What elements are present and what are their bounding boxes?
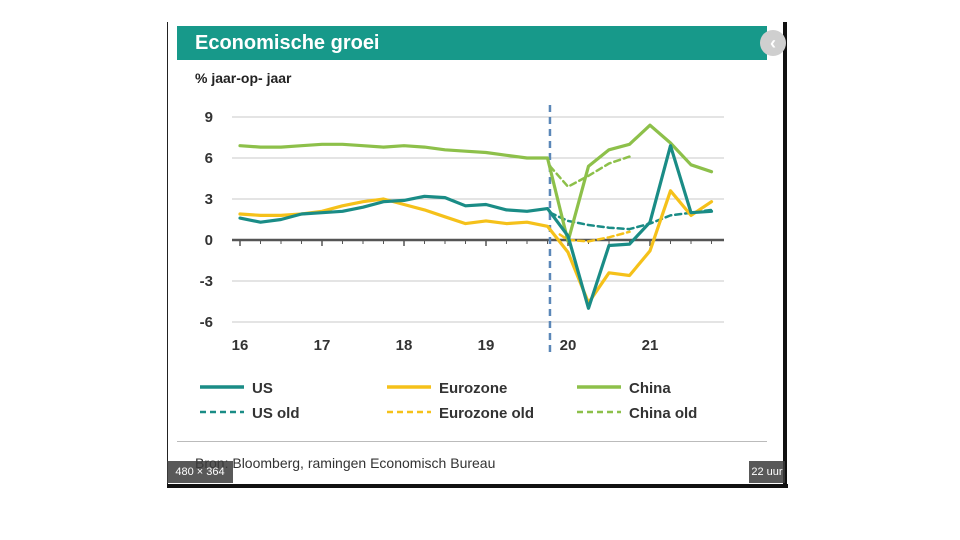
series-line-eurozone-old: [558, 230, 631, 243]
x-tick-label: 16: [232, 337, 249, 354]
legend-label-us-old: US old: [252, 405, 300, 422]
legend-label-eurozone: Eurozone: [439, 380, 507, 397]
y-tick-label: 3: [205, 191, 213, 208]
source-divider: [177, 441, 767, 442]
timestamp-badge: 22 uur: [749, 461, 785, 483]
x-tick-label: 19: [478, 337, 495, 354]
y-tick-label: 0: [205, 232, 213, 249]
frame-border-left: [167, 22, 168, 488]
frame-border-bottom: [167, 484, 788, 488]
x-tick-label: 20: [560, 337, 577, 354]
chart-frame: [167, 22, 788, 488]
image-dimensions-badge: 480 × 364: [167, 461, 233, 483]
x-tick-label: 21: [642, 337, 659, 354]
series-line-china-old: [548, 155, 631, 188]
series-line-us: [238, 144, 714, 310]
y-axis-unit-label: % jaar-op- jaar: [195, 70, 292, 86]
frame-border-right: [783, 22, 787, 488]
chart-title: Economische groei: [177, 26, 767, 60]
legend-label-china: China: [629, 380, 671, 397]
x-tick-label: 18: [396, 337, 413, 354]
legend-label-us: US: [252, 380, 273, 397]
series-line-eurozone: [238, 189, 714, 305]
legend-label-china-old: China old: [629, 405, 697, 422]
y-tick-label: -3: [200, 273, 213, 290]
chevron-left-icon[interactable]: ‹: [760, 30, 786, 56]
x-tick-label: 17: [314, 337, 331, 354]
y-tick-label: 6: [205, 150, 213, 167]
legend-label-eurozone-old: Eurozone old: [439, 405, 534, 422]
y-tick-label: 9: [205, 109, 213, 126]
y-tick-label: -6: [200, 314, 213, 331]
series-line-china: [238, 123, 714, 243]
source-note: Bron: Bloomberg, ramingen Economisch Bur…: [195, 455, 496, 471]
